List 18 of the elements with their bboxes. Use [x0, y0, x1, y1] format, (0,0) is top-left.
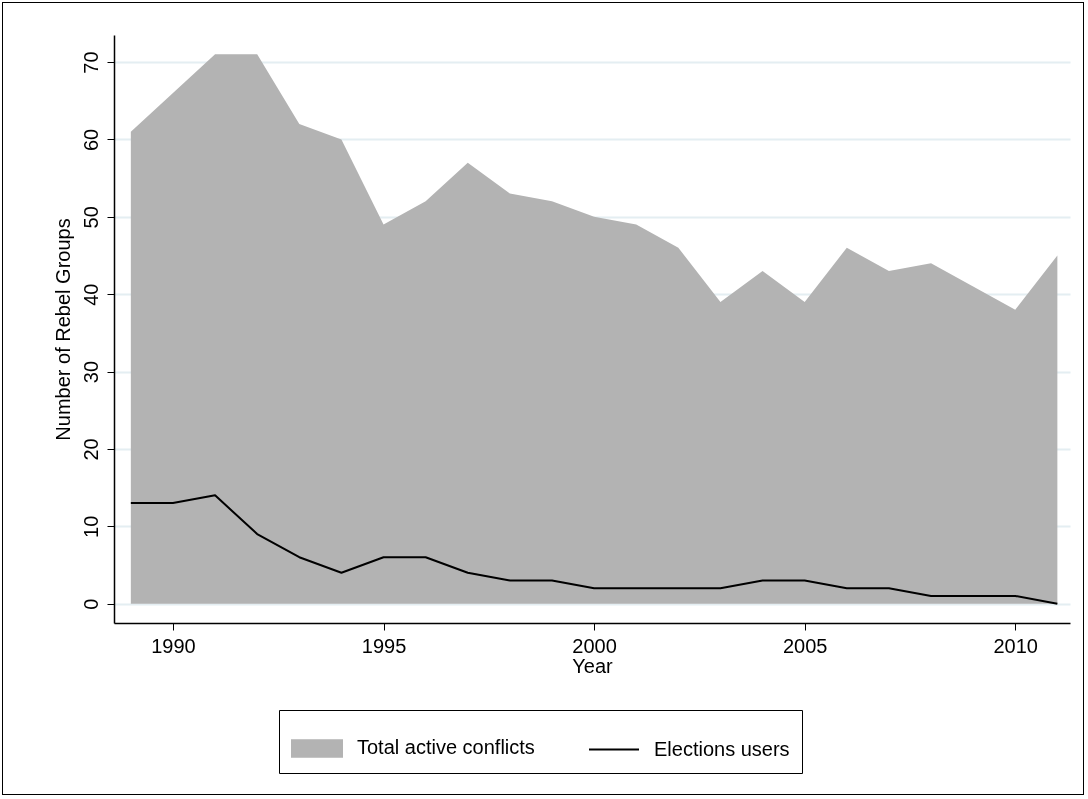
x-tick-label: 2005 — [782, 634, 828, 657]
y-tick-label: 30 — [79, 360, 102, 384]
y-tick-label: 20 — [79, 438, 102, 461]
x-axis-title: Year — [572, 654, 614, 677]
x-tick-label: 1990 — [151, 634, 196, 657]
x-tick-label: 2010 — [993, 634, 1038, 657]
x-tick-label: 2000 — [572, 634, 617, 657]
legend-label: Elections users — [654, 737, 790, 760]
y-axis-title: Number of Rebel Groups — [51, 218, 74, 441]
line-series — [129, 494, 1059, 605]
y-tick-label: 10 — [79, 515, 102, 538]
y-tick-label: 70 — [79, 51, 102, 74]
y-tick-label: 60 — [79, 128, 102, 152]
y-tick-label: 0 — [79, 598, 102, 610]
legend-label: Total active conflicts — [357, 736, 535, 759]
y-tick-label: 40 — [79, 283, 102, 306]
x-tick-label: 1995 — [361, 634, 407, 657]
y-tick-label: 50 — [79, 206, 102, 229]
